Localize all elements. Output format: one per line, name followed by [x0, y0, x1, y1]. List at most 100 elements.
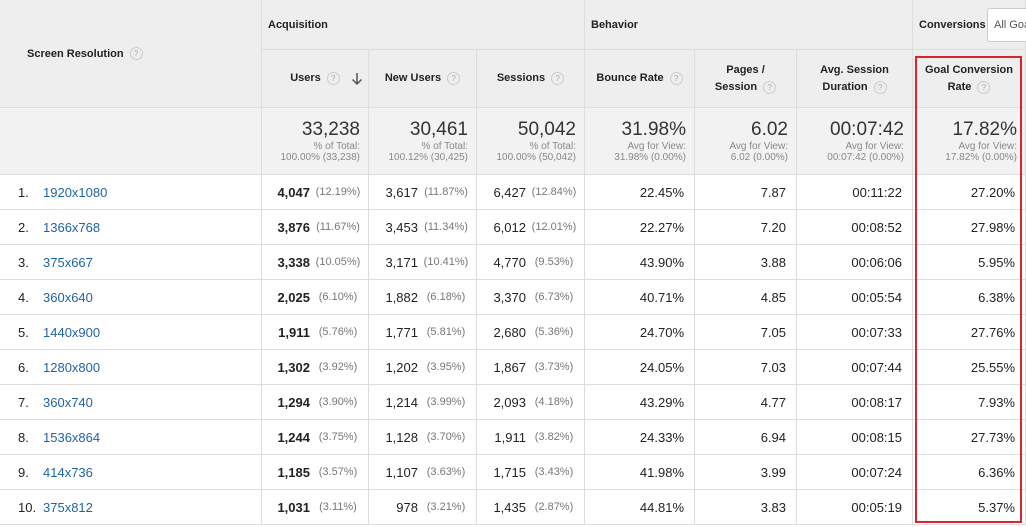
- metric-cell: 00:07:33: [797, 315, 913, 350]
- metric-value: 3.99: [760, 464, 786, 480]
- total-value: 00:07:42: [830, 119, 904, 140]
- row-index: 4.: [18, 289, 29, 305]
- total-value: 6.02: [751, 119, 788, 140]
- help-icon[interactable]: ?: [763, 80, 777, 94]
- metric-percent: (3.75%): [318, 431, 358, 443]
- metric-cell: 1,128 (3.70%): [369, 420, 477, 455]
- group-header: Acquisition: [262, 0, 585, 50]
- metric-cell: 1,214 (3.99%): [369, 385, 477, 420]
- help-icon[interactable]: ?: [326, 72, 340, 85]
- metric-cell: 22.45%: [585, 175, 695, 210]
- column-title[interactable]: New Users: [384, 72, 442, 84]
- metric-value: 3,453: [385, 219, 418, 235]
- totals-label: [0, 108, 262, 175]
- metric-value: 6,427: [493, 184, 526, 200]
- metric-cell: 00:07:24: [797, 455, 913, 490]
- resolution-link[interactable]: 360x640: [43, 289, 93, 305]
- metric-value: 22.45%: [639, 184, 684, 200]
- row-index: 8.: [18, 429, 29, 445]
- help-icon[interactable]: ?: [873, 80, 887, 94]
- resolution-link[interactable]: 375x667: [43, 254, 93, 270]
- column-title[interactable]: Pages / Session: [714, 63, 765, 93]
- totals-cell: 6.02 Avg for View: 6.02 (0.00%): [695, 108, 797, 175]
- metric-value: 6.94: [760, 429, 786, 445]
- metric-cell: 1,202 (3.95%): [369, 350, 477, 385]
- resolution-link[interactable]: 375x812: [43, 499, 93, 515]
- metric-percent: (6.18%): [426, 291, 466, 303]
- column-title[interactable]: Avg. Session Duration: [820, 63, 889, 93]
- metric-cell: 00:08:17: [797, 385, 913, 420]
- metric-value: 4,047: [277, 184, 310, 200]
- resolution-link[interactable]: 1536x864: [43, 429, 101, 445]
- column-header: Goal Conversion Rate?: [913, 50, 1026, 108]
- metric-cell: 3.83: [695, 490, 797, 525]
- metric-cell: 3.99: [695, 455, 797, 490]
- goal-select[interactable]: All Goa: [987, 8, 1026, 42]
- metric-cell: 2,025 (6.10%): [262, 280, 369, 315]
- column-header: Sessions?: [477, 50, 585, 108]
- metric-value: 27.98%: [970, 219, 1015, 235]
- metric-cell: 41.98%: [585, 455, 695, 490]
- resolution-link[interactable]: 1920x1080: [43, 184, 108, 200]
- column-header: Avg. Session Duration?: [797, 50, 913, 108]
- resolution-link[interactable]: 360x740: [43, 394, 93, 410]
- metric-cell: 7.20: [695, 210, 797, 245]
- metric-value: 27.76%: [970, 324, 1015, 340]
- help-icon[interactable]: ?: [129, 47, 143, 60]
- group-title: Acquisition: [268, 18, 328, 31]
- dimension-header: Screen Resolution?: [0, 0, 262, 108]
- metric-cell: 00:08:52: [797, 210, 913, 245]
- group-header: Behavior: [585, 0, 913, 50]
- metric-percent: (3.57%): [318, 466, 358, 478]
- resolution-link[interactable]: 1280x800: [43, 359, 101, 375]
- metric-value: 44.81%: [639, 499, 684, 515]
- metric-value: 27.20%: [970, 184, 1015, 200]
- column-title[interactable]: Users: [290, 72, 321, 84]
- column-title[interactable]: Goal Conversion Rate: [924, 63, 1014, 93]
- metric-value: 1,244: [277, 429, 310, 445]
- row-index: 2.: [18, 219, 29, 235]
- metric-percent: (6.73%): [534, 291, 574, 303]
- totals-cell: 31.98% Avg for View: 31.98% (0.00%): [585, 108, 695, 175]
- column-title[interactable]: Bounce Rate: [596, 72, 664, 84]
- metric-percent: (3.82%): [534, 431, 574, 443]
- metric-value: 00:08:15: [851, 429, 902, 445]
- column-title-wrap: New Users?: [384, 70, 461, 87]
- metric-cell: 00:11:22: [797, 175, 913, 210]
- total-detail: 00:07:42 (0.00%): [827, 152, 904, 163]
- metric-value: 1,202: [385, 359, 418, 375]
- metric-cell: 3,876 (11.67%): [262, 210, 369, 245]
- dimension-title[interactable]: Screen Resolution: [27, 47, 124, 60]
- metric-cell: 1,911 (5.76%): [262, 315, 369, 350]
- metric-percent: (3.99%): [426, 396, 466, 408]
- resolution-link[interactable]: 414x736: [43, 464, 93, 480]
- resolution-link[interactable]: 1366x768: [43, 219, 101, 235]
- metric-value: 24.33%: [639, 429, 684, 445]
- help-icon[interactable]: ?: [977, 80, 991, 94]
- total-note: Avg for View:: [958, 141, 1017, 152]
- metric-value: 1,302: [277, 359, 310, 375]
- help-icon[interactable]: ?: [447, 72, 461, 85]
- metric-value: 6,012: [493, 219, 526, 235]
- metric-value: 6.36%: [978, 464, 1015, 480]
- metric-cell: 978 (3.21%): [369, 490, 477, 525]
- metric-cell: 1,031 (3.11%): [262, 490, 369, 525]
- metric-percent: (4.18%): [534, 396, 574, 408]
- help-icon[interactable]: ?: [551, 72, 565, 85]
- metric-cell: 24.33%: [585, 420, 695, 455]
- metric-cell: 43.29%: [585, 385, 695, 420]
- metric-cell: 4,047 (12.19%): [262, 175, 369, 210]
- metric-value: 00:05:19: [851, 499, 902, 515]
- metric-percent: (3.92%): [318, 361, 358, 373]
- total-note: Avg for View:: [845, 141, 904, 152]
- column-title[interactable]: Sessions: [496, 72, 546, 84]
- total-value: 17.82%: [952, 119, 1017, 140]
- metric-value: 6.38%: [978, 289, 1015, 305]
- metric-value: 00:07:44: [851, 359, 902, 375]
- metric-value: 3,171: [385, 254, 418, 270]
- metric-cell: 3.88: [695, 245, 797, 280]
- row-dimension: 2. 1366x768: [0, 210, 262, 245]
- resolution-link[interactable]: 1440x900: [43, 324, 101, 340]
- help-icon[interactable]: ?: [669, 72, 683, 85]
- total-detail: 17.82% (0.00%): [945, 152, 1017, 163]
